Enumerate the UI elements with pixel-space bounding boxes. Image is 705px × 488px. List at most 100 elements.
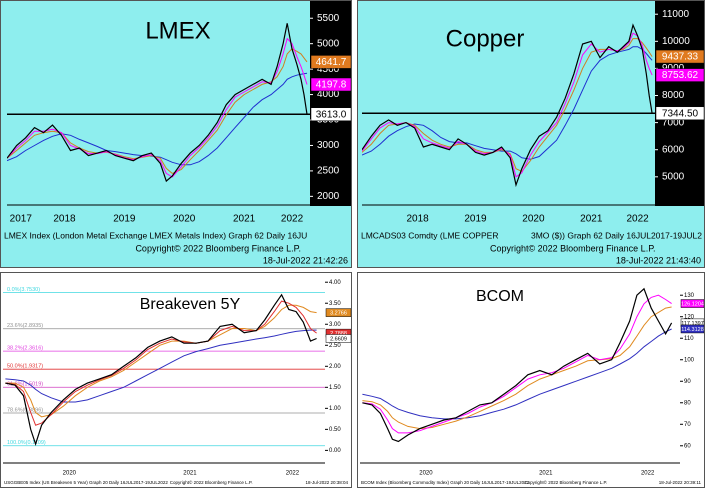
series-line: [362, 23, 653, 188]
x-tick-label: 2020: [63, 471, 77, 477]
y-tick-label: 11000: [662, 9, 690, 20]
y-tick-label: 4500: [317, 64, 340, 75]
y-tick-label: 6000: [662, 144, 685, 155]
level-label: 23.6%(2.8935): [7, 323, 43, 329]
x-tick-label: 2020: [419, 471, 433, 477]
y-tick-label: 60: [684, 443, 691, 449]
value-tag-label: 126.1204: [681, 302, 704, 308]
panel-background: [357, 272, 705, 488]
y-tick-label: 2500: [317, 166, 340, 177]
value-tag-label: 4641.7: [316, 57, 347, 68]
series-line: [362, 328, 672, 420]
y-tick-label: 7000: [662, 117, 685, 128]
timestamp: 18-Jul-2022 20:38:04: [305, 480, 348, 485]
level-label: 78.6%(0.8896): [7, 407, 43, 413]
y-tick-label: 100: [684, 357, 695, 363]
x-tick-label: 2022: [286, 471, 300, 477]
x-tick-label: 2021: [580, 214, 603, 225]
chart-panel: 2000250030003500400045005000550020172018…: [0, 0, 352, 268]
panel-background: [0, 0, 352, 268]
chart-panel: 0.00 0.50 1.00 1.50 2.00 2.50 3.00 3.50 4.00 2020…: [0, 272, 352, 488]
x-tick-label: 2020: [522, 214, 545, 225]
source-note: 3MO ($)) Graph 62 Daily 16JUL2017-19JUL2: [531, 230, 702, 240]
value-tag-label: 2.7888: [330, 331, 347, 337]
value-tag-label: 114.3128: [681, 327, 704, 333]
y-tick-label: 4000: [317, 89, 340, 100]
x-tick-label: 2018: [53, 214, 76, 225]
chart-title: Copper: [446, 25, 525, 52]
timestamp: 18-Jul-2022 21:42:26: [263, 255, 348, 265]
source-note: LMCADS03 Comdty (LME COPPER: [361, 230, 498, 240]
source-note: USGGBE05 Index (US Breakeven 5 Year) Gra…: [4, 480, 168, 485]
level-label: 50.0%(1.9317): [7, 364, 43, 370]
series-line: [362, 287, 673, 443]
level-label: 38.2%(2.3616): [7, 346, 43, 352]
y-tick-label: 90: [684, 379, 691, 385]
x-tick-label: 2022: [281, 214, 304, 225]
series-line: [7, 23, 308, 183]
y-tick-label: 2000: [317, 191, 340, 202]
x-tick-label: 2021: [539, 471, 553, 477]
y-tick-label: 1.50: [329, 385, 341, 391]
y-tick-label: 0.00: [329, 448, 341, 454]
axis-background: [655, 0, 705, 206]
axis-background: [325, 272, 352, 464]
y-tick-label: 5000: [317, 38, 340, 49]
y-tick-label: 110: [684, 336, 694, 342]
series-line: [362, 46, 653, 160]
y-tick-label: 3.00: [329, 322, 341, 328]
value-tag-label: 7344.50: [662, 108, 699, 119]
x-tick-label: 2017: [10, 214, 33, 225]
copyright: Copyright© 2022 Bloomberg Finance L.P.: [170, 479, 253, 485]
axis-background: [310, 0, 352, 206]
y-tick-label: 2.00: [329, 364, 341, 370]
copyright: Copyright© 2022 Bloomberg Finance L.P.: [490, 243, 656, 253]
series-line: [5, 293, 317, 447]
y-tick-label: 80: [684, 400, 691, 406]
y-tick-label: 5000: [662, 171, 685, 182]
chart-title: Breakeven 5Y: [140, 296, 241, 313]
y-tick-label: 0.50: [329, 427, 341, 433]
y-tick-label: 5500: [317, 13, 340, 24]
series-line: [7, 37, 308, 178]
y-tick-label: 70: [684, 422, 691, 428]
x-tick-label: 2021: [233, 214, 256, 225]
series-line: [362, 306, 672, 430]
series-line: [5, 304, 317, 418]
level-label: 0.0%(3.7530): [7, 287, 40, 293]
chart-title: BCOM: [476, 288, 524, 305]
level-label: 100.0%(0.1109): [7, 440, 46, 446]
y-tick-label: 3000: [317, 140, 340, 151]
y-tick-label: 10000: [662, 36, 690, 47]
x-tick-label: 2020: [173, 214, 196, 225]
value-tag-label: 4197.8: [316, 80, 347, 91]
timestamp: 18-Jul-2022 20:39:11: [659, 480, 702, 485]
series-line: [7, 72, 308, 166]
series-line: [362, 38, 653, 173]
value-tag-label: 117.1397: [681, 321, 704, 327]
copyright: Copyright© 2022 Bloomberg Finance L.P.: [135, 243, 301, 253]
y-tick-label: 3.50: [329, 301, 341, 307]
chart-panel: 5000600070008000900010000110002018201920…: [357, 0, 705, 268]
y-tick-label: 130: [684, 293, 695, 299]
y-tick-label: 4.00: [329, 280, 341, 286]
y-tick-label: 8000: [662, 90, 685, 101]
x-tick-label: 2022: [641, 471, 655, 477]
y-tick-label: 2.50: [329, 343, 341, 349]
copyright: Copyright© 2022 Bloomberg Finance L.P.: [524, 479, 607, 485]
series-line: [5, 300, 317, 426]
source-note: BCOM Index (Bloomberg Commodity Index) G…: [361, 480, 530, 485]
source-note: LMEX Index (London Metal Exchange LMEX M…: [4, 230, 307, 240]
level-label: 61.8%(1.5019): [7, 382, 43, 388]
series-line: [362, 294, 672, 434]
value-tag-label: 2.6609: [330, 336, 347, 342]
chart-title: LMEX: [145, 17, 210, 44]
x-tick-label: 2022: [627, 214, 650, 225]
y-tick-label: 120: [684, 314, 695, 320]
panel-background: [0, 272, 352, 488]
value-tag-label: 8753.62: [662, 70, 699, 81]
value-tag-label: 3.2766: [330, 311, 347, 317]
value-tag-label: 3613.0: [316, 109, 347, 120]
